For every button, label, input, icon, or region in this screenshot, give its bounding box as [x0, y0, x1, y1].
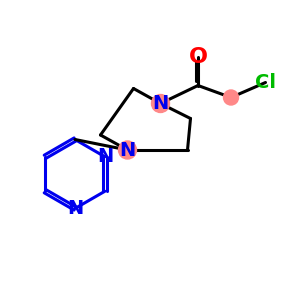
Text: N: N: [97, 147, 113, 166]
Circle shape: [224, 90, 238, 105]
Text: O: O: [188, 47, 208, 67]
Text: N: N: [152, 94, 169, 113]
Text: N: N: [119, 140, 136, 160]
Text: Cl: Cl: [255, 73, 276, 92]
Text: N: N: [67, 199, 83, 218]
Circle shape: [118, 141, 136, 159]
Circle shape: [152, 94, 169, 112]
